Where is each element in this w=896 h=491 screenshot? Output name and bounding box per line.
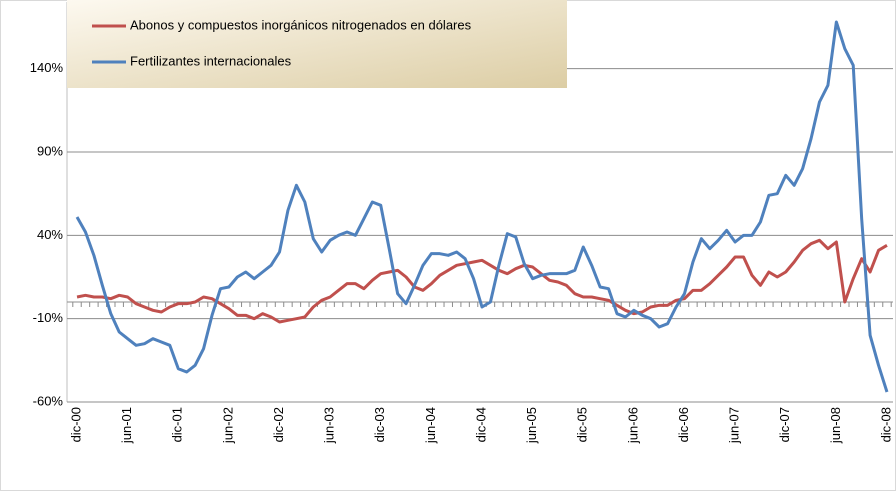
x-tick-label: dic-00	[68, 407, 83, 442]
series-line	[76, 238, 888, 324]
y-tick-label: 90%	[37, 143, 63, 158]
x-tick-label: jun-07	[727, 407, 742, 444]
x-tick-label: dic-08	[878, 407, 893, 442]
x-tick-label: dic-05	[575, 407, 590, 442]
x-tick-label: jun-06	[625, 407, 640, 444]
x-tick-label: jun-02	[220, 407, 235, 444]
x-tick-label: dic-07	[777, 407, 792, 442]
x-tick-label: jun-04	[423, 407, 438, 444]
x-tick-label: dic-04	[473, 407, 488, 442]
y-tick-label: 40%	[37, 227, 63, 242]
legend: Abonos y compuestos inorgánicos nitrogen…	[67, 0, 567, 88]
x-tick-label: jun-05	[524, 407, 539, 444]
y-tick-label: -60%	[33, 393, 64, 408]
x-tick-label: dic-03	[372, 407, 387, 442]
legend-label: Abonos y compuestos inorgánicos nitrogen…	[130, 17, 472, 32]
series-line	[75, 20, 889, 393]
x-tick-label: dic-06	[676, 407, 691, 442]
x-tick-label: dic-02	[271, 407, 286, 442]
legend-label: Fertilizantes internacionales	[130, 53, 292, 68]
x-tick-label: jun-08	[828, 407, 843, 444]
x-tick-label: dic-01	[170, 407, 185, 442]
y-tick-label: 140%	[30, 60, 64, 75]
y-tick-label: -10%	[33, 310, 64, 325]
x-tick-label: jun-01	[119, 407, 134, 444]
legend-box	[67, 0, 567, 88]
x-tick-label: jun-03	[322, 407, 337, 444]
